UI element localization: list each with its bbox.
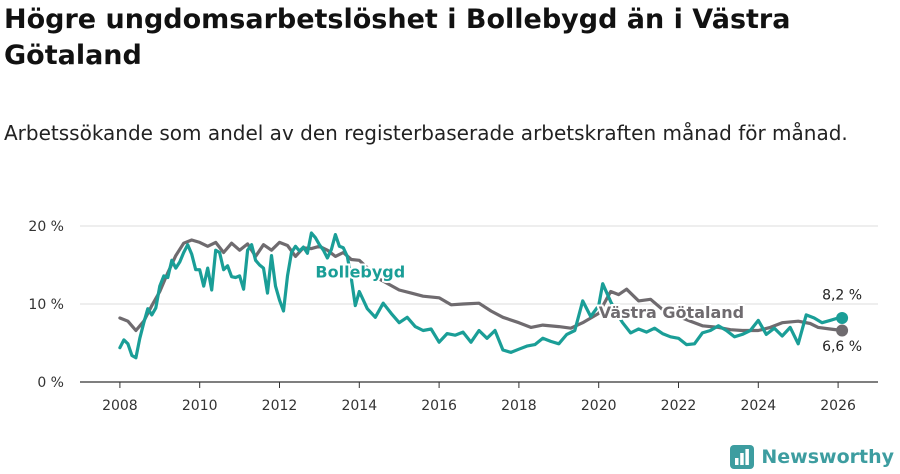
newsworthy-logo-text: Newsworthy [761, 446, 894, 468]
chart-subtitle: Arbetssökande som andel av den registerb… [4, 121, 848, 145]
newsworthy-logo-icon [730, 445, 755, 469]
x-tick-label: 2014 [341, 398, 377, 414]
series-line-bollebygd [118, 231, 844, 360]
y-tick-label: 0 % [37, 375, 64, 391]
x-tick-label: 2024 [740, 398, 776, 414]
series-end-point [836, 312, 849, 325]
y-tick-label: 20 % [28, 219, 64, 235]
x-tick-label: 2008 [102, 398, 138, 414]
y-tick-label: 10 % [28, 297, 64, 313]
x-tick-label: 2010 [182, 398, 218, 414]
series-end-point [836, 324, 849, 337]
grid-lines [80, 225, 878, 305]
end-value-label: 6,6 % [822, 339, 862, 355]
series-line-vastra-gotaland [118, 238, 844, 333]
series-name-label: Västra Götaland [599, 303, 744, 322]
newsworthy-logo: Newsworthy [729, 444, 894, 470]
x-tick-label: 2026 [820, 398, 856, 414]
x-tick-label: 2022 [661, 398, 697, 414]
series-lines [118, 231, 849, 360]
x-tick-label: 2016 [421, 398, 457, 414]
x-tick-label: 2012 [262, 398, 298, 414]
x-tick-label: 2018 [501, 398, 537, 414]
axes: 0 % 10 % 20 % 2008 2010 2012 2014 2016 2018 2020 2… [28, 219, 878, 414]
end-value-label: 8,2 % [822, 287, 862, 303]
x-tick-label: 2020 [581, 398, 617, 414]
series-name-label: Bollebygd [315, 262, 405, 281]
chart-labels: Bollebygd Västra Götaland 8,2 % 6,6 % [313, 260, 862, 355]
chart-title: Högre ungdomsarbetslöshet i Bollebygd än… [4, 4, 791, 71]
